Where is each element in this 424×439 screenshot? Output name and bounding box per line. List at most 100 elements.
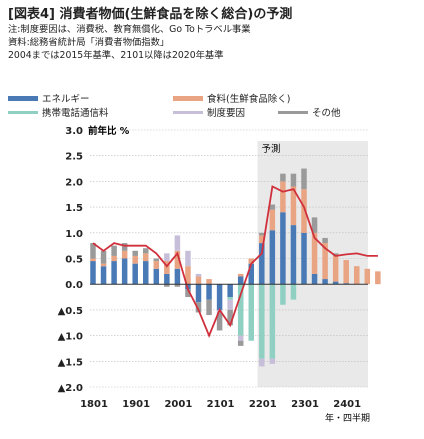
bar-energy (143, 261, 149, 285)
bar-other (132, 250, 138, 256)
legend-label-energy: エネルギー (42, 94, 90, 105)
bar-energy (121, 258, 128, 285)
bar-other (269, 204, 276, 210)
y-axis-label: 前年比 % (88, 125, 130, 137)
bar-food (290, 186, 297, 226)
chart-title: [図表4] 消費者物価(生鮮食品を除く総合)の予測 (8, 7, 293, 22)
bar-food (311, 232, 318, 274)
bar-policy (185, 250, 191, 267)
bar-energy (311, 273, 318, 285)
bar-food (132, 255, 138, 264)
x-tick-label: 1901 (122, 399, 150, 410)
bar-mobile (259, 284, 265, 359)
gridlines (90, 129, 368, 388)
x-tick-labels: 1801 1901 2001 2101 2201 2301 2401 (80, 399, 361, 410)
bar-energy (100, 266, 107, 285)
bar-policy (237, 335, 244, 341)
bar-energy (237, 276, 244, 285)
bar-other (100, 250, 107, 264)
bar-other (164, 284, 170, 287)
legend-item-energy: エネルギー (8, 91, 90, 105)
forecast-label: 予測 (262, 143, 281, 155)
chart-source: 資料:総務省統計局「消費者物価指数」 (8, 37, 170, 48)
bar-food (332, 255, 339, 282)
bar-food (354, 266, 360, 285)
legend-label-other: その他 (312, 108, 341, 119)
bar-other (90, 243, 96, 259)
legend-item-mobile: 携帯電話通信料 (8, 105, 109, 119)
bar-energy (153, 268, 160, 285)
bar-mobile (290, 284, 297, 300)
legend-swatch-food (173, 95, 203, 101)
bar-other (121, 243, 128, 251)
y-tick-label: 1.0 (65, 229, 83, 240)
bar-energy (301, 232, 307, 285)
legend-label-policy: 制度要因 (207, 108, 246, 119)
bar-other (143, 248, 149, 254)
bar-other (322, 237, 328, 244)
bar-food (143, 253, 149, 262)
bar-policy (174, 235, 181, 251)
y-tick-label: ▲1.0 (58, 332, 83, 343)
bar-energy (216, 284, 223, 310)
bar-food (301, 189, 307, 233)
bar-food (153, 261, 160, 269)
bar-other (206, 299, 212, 316)
bar-other (185, 289, 191, 298)
bar-energy (269, 230, 276, 285)
bar-food (206, 279, 212, 285)
x-tick-label: 2101 (207, 399, 235, 410)
bar-other (174, 284, 181, 287)
bar-mobile (280, 284, 286, 305)
bar-food (269, 209, 276, 231)
bar-policy (259, 358, 265, 367)
bar-mobile (237, 284, 244, 336)
y-tick-label: 2.5 (65, 152, 83, 163)
bar-other (111, 245, 117, 256)
x-axis-label: 年・四半期 (325, 412, 370, 424)
bar-other (195, 302, 202, 313)
bar-food (322, 243, 328, 280)
legend-item-other: その他 (278, 105, 341, 119)
y-tick-label: 3.0 (65, 126, 83, 137)
bar-energy (111, 261, 117, 285)
chart-base-note: 2004までは2015年基準、2101以降は2020年基準 (8, 50, 224, 61)
bar-food (174, 250, 181, 269)
bar-energy (90, 261, 96, 285)
bar-energy (206, 284, 212, 300)
bar-other (153, 258, 160, 262)
bar-food (280, 181, 286, 213)
legend-swatch-mobile (8, 110, 38, 114)
y-tick-label: 0.0 (65, 280, 83, 291)
legend-item-policy: 制度要因 (173, 105, 245, 119)
bar-other (332, 253, 339, 256)
legend-swatch-other (278, 110, 308, 114)
chart-header: [図表4] 消費者物価(生鮮食品を除く総合)の予測 注:制度要因は、消費税、教育… (8, 6, 418, 62)
chart-legend: エネルギー 食料(生鮮食品除く) 携帯電話通信料 制度要因 その他 (8, 91, 418, 121)
y-tick-label: 2.0 (65, 177, 83, 188)
legend-label-mobile: 携帯電話通信料 (42, 108, 109, 119)
y-tick-label: 0.5 (65, 255, 83, 266)
bar-other (311, 217, 318, 233)
x-tick-label: 2401 (333, 399, 361, 410)
bar-food (248, 258, 254, 264)
x-tick-label: 2301 (291, 399, 319, 410)
bar-energy (174, 268, 181, 285)
bar-food (90, 258, 96, 262)
bar-other (237, 340, 244, 346)
bar-energy (332, 281, 339, 285)
y-tick-labels: 3.0 2.5 2.0 1.5 1.0 0.5 0.0 ▲0.5 ▲1.0 ▲1.5 ▲2.0 (58, 126, 83, 394)
bar-other (216, 312, 223, 331)
bar-policy (269, 358, 276, 364)
bar-food (195, 276, 202, 285)
bar-other (227, 309, 233, 326)
bar-energy (322, 279, 328, 285)
bar-food (237, 273, 244, 277)
y-tick-label: ▲0.5 (58, 306, 83, 317)
bar-food (375, 271, 381, 285)
y-tick-label: ▲2.0 (58, 383, 83, 394)
chart-note: 注:制度要因は、消費税、教育無償化、Go Toトラベル事業 (8, 24, 251, 35)
bar-mobile (227, 297, 233, 300)
bar-mobile (248, 284, 254, 341)
bar-other (301, 168, 307, 190)
